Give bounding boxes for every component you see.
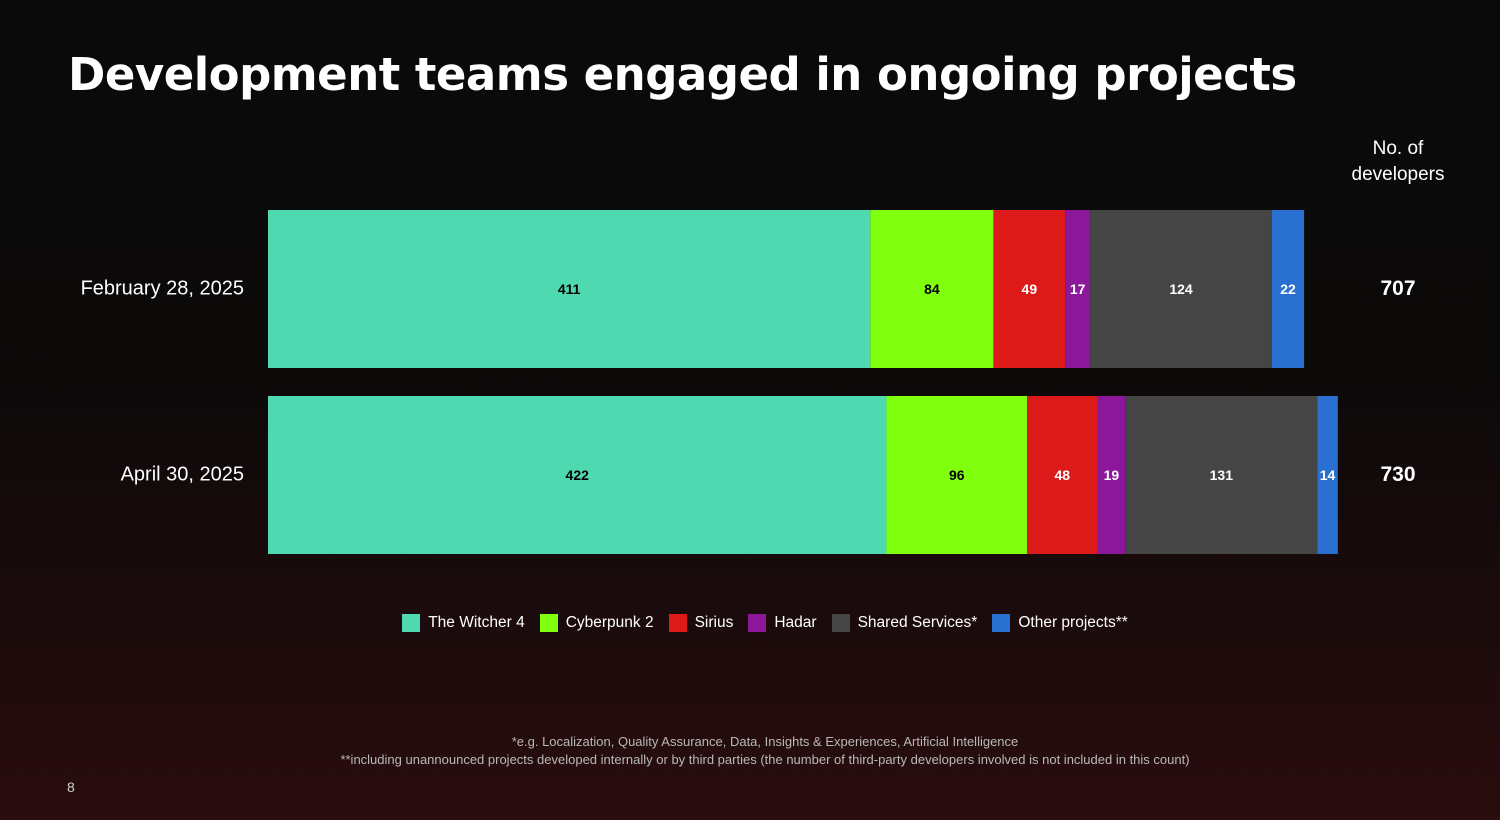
bar-value-label: 48 <box>1055 467 1071 483</box>
footnote-2: **including unannounced projects develop… <box>340 752 1190 767</box>
bar-value-label: 14 <box>1320 467 1336 483</box>
legend-label: Cyberpunk 2 <box>565 614 654 631</box>
bar-value-label: 17 <box>1070 281 1086 297</box>
category-label: April 30, 2025 <box>120 463 244 486</box>
legend: The Witcher 4 Cyberpunk 2 Sirius Hadar S… <box>0 614 1500 632</box>
category-label: February 28, 2025 <box>80 277 244 300</box>
bar-segment <box>1097 396 1126 554</box>
footnote-1: *e.g. Localization, Quality Assurance, D… <box>511 734 1019 749</box>
legend-swatch <box>539 614 558 632</box>
legend-item: Other projects** <box>992 614 1128 632</box>
bar-value-label: 19 <box>1104 467 1120 483</box>
bar-segment <box>1065 210 1091 368</box>
legend-swatch <box>748 614 767 632</box>
legend-item: Cyberpunk 2 <box>539 614 654 632</box>
legend-item: Hadar <box>748 614 817 632</box>
stacked-bar-chart: 411 84 49 17 124 22 422 96 48 19 131 14 <box>268 210 1338 554</box>
bar-segment <box>268 210 871 368</box>
legend-label: Shared Services* <box>857 614 978 631</box>
chart-title: Development teams engaged in ongoing pro… <box>68 48 1297 101</box>
bar-value-label: 96 <box>949 467 965 483</box>
legend-label: Other projects** <box>1018 614 1128 631</box>
row-total: 730 <box>1380 463 1416 486</box>
total-header-line-1: No. of <box>1372 138 1424 159</box>
bar-value-label: 49 <box>1022 281 1038 297</box>
bar-segment <box>993 210 1066 368</box>
bar-segment <box>1317 396 1338 554</box>
bar-value-label: 84 <box>924 281 940 297</box>
footnotes: *e.g. Localization, Quality Assurance, D… <box>0 733 1500 769</box>
legend-label: The Witcher 4 <box>428 614 525 631</box>
legend-swatch <box>668 614 687 632</box>
legend-item: Shared Services* <box>831 614 978 632</box>
bar-segment <box>1090 210 1272 368</box>
bar-segment <box>870 210 994 368</box>
legend-swatch <box>831 614 850 632</box>
total-header: No. of developers <box>1330 136 1466 188</box>
legend-item: The Witcher 4 <box>402 614 525 632</box>
bar-segment <box>1271 210 1305 368</box>
bar-value-label: 422 <box>566 467 590 483</box>
legend-item: Sirius <box>668 614 734 632</box>
legend-label: Sirius <box>694 614 734 631</box>
bar-value-label: 22 <box>1280 281 1296 297</box>
bar-segment <box>1027 396 1098 554</box>
legend-swatch <box>992 614 1011 632</box>
bar-segment <box>886 396 1028 554</box>
legend-label: Hadar <box>774 614 817 631</box>
total-header-line-2: developers <box>1351 164 1445 185</box>
bar-value-label: 411 <box>558 281 581 297</box>
legend-swatch <box>402 614 421 632</box>
bar-segment <box>268 396 887 554</box>
row-total: 707 <box>1380 277 1416 300</box>
page-number: 8 <box>67 779 75 795</box>
bar-segment <box>1125 396 1318 554</box>
bar-value-label: 124 <box>1169 281 1193 297</box>
bar-value-label: 131 <box>1210 467 1234 483</box>
